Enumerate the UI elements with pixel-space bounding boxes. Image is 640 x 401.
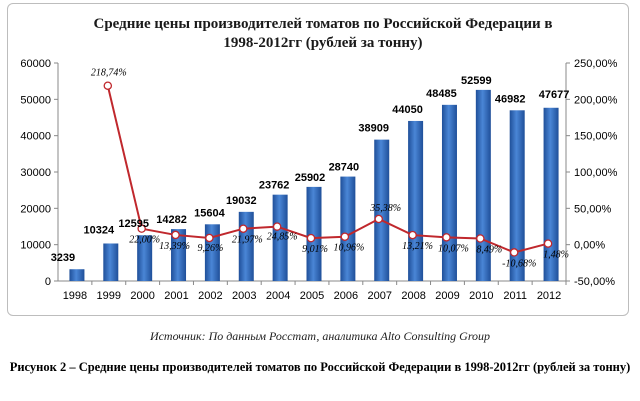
x-tick-label: 2004 (266, 290, 290, 302)
growth-point (306, 233, 316, 243)
y2-tick-label: 150,00% (574, 131, 618, 143)
growth-point (239, 224, 248, 233)
x-tick-label: 2009 (435, 290, 459, 302)
x-tick-label: 2010 (469, 290, 493, 302)
chart-title-line-2: 1998-2012гг (рублей за тонну) (223, 35, 422, 51)
growth-value-label: 10,07% (438, 243, 469, 254)
x-tick-label: 2012 (537, 290, 561, 302)
growth-value-label: 9,26% (197, 243, 223, 254)
y2-tick-label: 200,00% (574, 94, 618, 106)
bar (408, 120, 424, 282)
bar-value-label: 15604 (194, 207, 225, 219)
x-tick-label: 2003 (232, 290, 256, 302)
bar-value-label: 14282 (156, 214, 187, 226)
figure-caption: Рисунок 2 – Средние цены производителей … (9, 360, 631, 374)
x-tick-label: 1998 (63, 290, 87, 302)
bar-value-label: 28740 (329, 162, 360, 174)
x-tick-label: 2006 (334, 290, 358, 302)
bar (103, 243, 119, 281)
bar (475, 89, 491, 282)
bar-value-label: 52599 (461, 75, 492, 87)
growth-point (340, 232, 350, 241)
x-tick-label: 2011 (503, 290, 527, 302)
growth-value-label: 22,00% (129, 235, 160, 246)
growth-point (509, 248, 519, 257)
growth-point (408, 230, 417, 240)
plot-area: 0 10000 20000 30000 40000 50000 60000 -50,00% 0,… (20, 58, 617, 302)
chart: Средние цены производителей томатов по Р… (20, 16, 617, 302)
bar (272, 194, 288, 281)
bar (543, 107, 559, 282)
growth-line (106, 85, 549, 254)
bar (340, 176, 356, 281)
bar (69, 269, 85, 281)
bar-value-label: 44050 (392, 104, 423, 116)
y2-tick-label: 50,00% (574, 203, 612, 215)
bar (374, 139, 390, 281)
bar-value-label: 38909 (358, 123, 389, 135)
bar-value-label: 19032 (226, 195, 257, 207)
y2-tick-label: 250,00% (574, 58, 618, 70)
y-tick-label: 60000 (20, 58, 51, 70)
bar-value-label: 46982 (495, 93, 526, 105)
y-tick-label: 20000 (20, 203, 51, 215)
growth-value-label: 9,01% (302, 244, 328, 255)
growth-point (137, 224, 146, 233)
growth-value-label: 8,49% (476, 244, 502, 255)
chart-title-line-1: Средние цены производителей томатов по Р… (93, 16, 552, 32)
bar-value-label: 47677 (539, 89, 570, 101)
bar-value-label: 23762 (259, 180, 290, 192)
growth-point (543, 239, 553, 248)
y2-tick-label: -50,00% (574, 276, 615, 288)
growth-value-label: 21,97% (232, 235, 263, 246)
y-tick-label: 30000 (20, 167, 51, 179)
bar-value-label: 12595 (118, 218, 149, 230)
bar (238, 211, 254, 281)
bar-value-label: 3239 (51, 252, 75, 264)
y2-tick-label: 0,00% (574, 240, 605, 252)
growth-value-label: 1,48% (543, 250, 569, 261)
growth-point (171, 230, 180, 240)
bar (171, 229, 187, 281)
growth-value-label: -10,68% (502, 258, 536, 269)
growth-point (442, 233, 451, 242)
bar-value-label: 10324 (84, 224, 115, 236)
growth-point (272, 222, 282, 231)
y-tick-label: 50000 (20, 94, 51, 106)
growth-value-label: 10,96% (333, 243, 364, 254)
growth-value-label: 218,74% (91, 68, 127, 79)
y-tick-label: 0 (45, 276, 51, 288)
growth-point (476, 234, 485, 243)
x-tick-label: 2002 (198, 290, 222, 302)
growth-value-label: 13,21% (402, 241, 433, 252)
bar-value-label: 25902 (295, 172, 326, 184)
bar (441, 104, 457, 281)
source-note: Источник: По данным Росстат, аналитика A… (149, 329, 491, 343)
x-tick-label: 1999 (97, 290, 121, 302)
bar (137, 235, 153, 281)
bar (306, 186, 322, 281)
growth-value-label: 35,38% (369, 203, 401, 214)
bar (509, 110, 525, 281)
growth-point (374, 214, 383, 224)
x-tick-label: 2007 (367, 290, 391, 302)
y-tick-label: 40000 (20, 131, 51, 143)
bar-value-label: 48485 (426, 88, 457, 100)
y2-tick-label: 100,00% (574, 167, 618, 179)
growth-point (205, 233, 214, 243)
x-tick-label: 2001 (164, 290, 188, 302)
growth-value-label: 13,39% (159, 241, 190, 252)
x-tick-label: 2000 (130, 290, 154, 302)
x-tick-label: 2005 (300, 290, 324, 302)
y-tick-label: 10000 (20, 240, 51, 252)
growth-value-label: 24,85% (267, 232, 298, 243)
growth-point (103, 81, 113, 90)
x-tick-label: 2008 (401, 290, 425, 302)
